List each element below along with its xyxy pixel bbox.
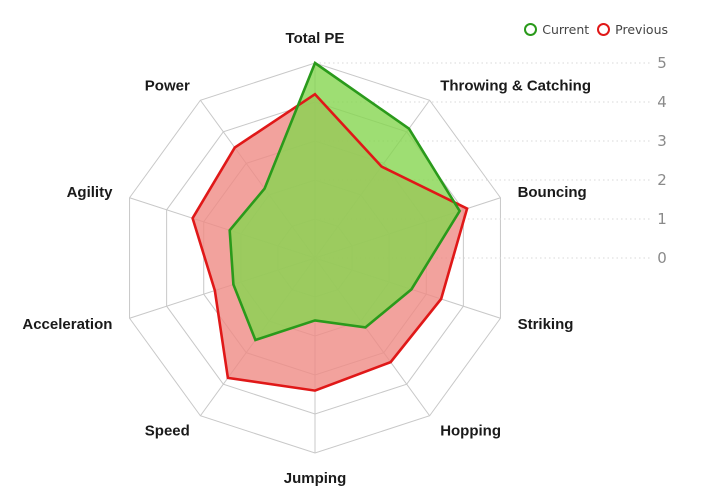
legend-marker-current bbox=[524, 23, 538, 36]
axis-label-1: Throwing & Catching bbox=[440, 78, 591, 95]
series-line-current bbox=[228, 60, 462, 342]
legend-item-current[interactable]: Current bbox=[524, 22, 589, 37]
legend-label-previous: Previous bbox=[615, 22, 668, 37]
tick-label-4: 4 bbox=[657, 93, 667, 111]
axis-label-0: Total PE bbox=[286, 30, 345, 47]
tick-labels: 0 1 2 3 4 5 bbox=[657, 54, 667, 267]
axis-label-5: Jumping bbox=[284, 470, 347, 486]
series-layer bbox=[191, 60, 469, 392]
tick-label-0: 0 bbox=[657, 249, 667, 267]
legend-label-current: Current bbox=[542, 22, 590, 37]
legend: Current Previous bbox=[516, 22, 668, 37]
axis-label-2: Bouncing bbox=[518, 184, 587, 201]
axis-labels: Total PE Throwing & Catching Bouncing Strik… bbox=[22, 30, 591, 486]
tick-label-5: 5 bbox=[657, 54, 667, 72]
series-area-current bbox=[229, 63, 460, 341]
tick-label-1: 1 bbox=[657, 210, 667, 228]
axis-label-7: Acceleration bbox=[22, 316, 112, 333]
axis-label-6: Speed bbox=[145, 422, 190, 439]
series-line-previous bbox=[191, 92, 469, 392]
axis-label-9: Power bbox=[145, 78, 190, 95]
legend-item-previous[interactable]: Previous bbox=[597, 22, 668, 37]
legend-marker-previous bbox=[597, 23, 611, 36]
axis-label-8: Agility bbox=[67, 184, 113, 201]
axis-label-4: Hopping bbox=[440, 422, 501, 439]
tick-label-3: 3 bbox=[657, 132, 667, 150]
tick-label-2: 2 bbox=[657, 171, 667, 189]
axis-label-3: Striking bbox=[518, 316, 574, 333]
